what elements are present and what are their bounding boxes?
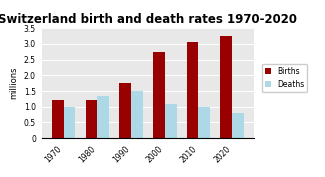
Legend: Births, Deaths: Births, Deaths xyxy=(262,64,307,92)
Bar xyxy=(165,104,176,138)
Bar xyxy=(199,107,210,138)
Bar xyxy=(97,96,109,138)
Bar xyxy=(85,100,97,138)
Bar xyxy=(232,113,244,138)
Y-axis label: millions: millions xyxy=(9,67,18,99)
Bar xyxy=(64,107,75,138)
Title: Switzerland birth and death rates 1970-2020: Switzerland birth and death rates 1970-2… xyxy=(0,13,297,26)
Bar xyxy=(119,83,131,138)
Bar xyxy=(52,100,64,138)
Bar xyxy=(131,91,143,138)
Bar xyxy=(153,52,165,138)
Bar xyxy=(187,42,199,138)
Bar xyxy=(220,36,232,138)
